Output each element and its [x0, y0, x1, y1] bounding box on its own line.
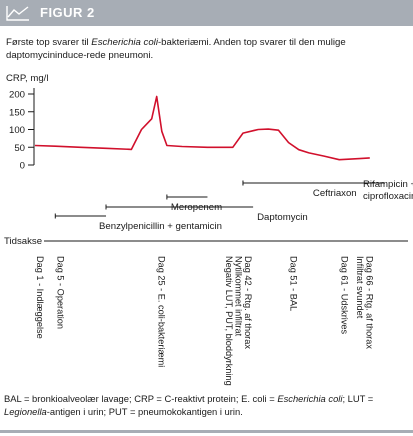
figure-footnote: BAL = bronkioalveolær lavage; CRP = C-re…	[4, 392, 408, 418]
treatment-label: Ceftriaxon	[313, 188, 357, 199]
caption-text-1: Første top svarer til	[6, 37, 92, 48]
event-label: Dag 42 - Rtg. af thorax	[243, 256, 253, 349]
caption-italic: Escherichia coli	[91, 37, 158, 48]
treatment-label: Daptomycin	[257, 212, 308, 223]
figure-caption: Første top svarer til Escherichia coli-b…	[6, 36, 406, 62]
footnote-text-1: BAL = bronkioalveolær lavage; CRP = C-re…	[4, 393, 278, 404]
chart-icon	[6, 6, 29, 21]
figure-header-bar: FIGUR 2	[0, 0, 413, 26]
crp-series-line	[34, 95, 370, 161]
event-label: Negativ LUT, PUT, bloddyrkning	[224, 256, 234, 386]
footnote-italic-2: Legionella	[4, 406, 47, 417]
y-axis-label: CRP, mg/l	[6, 73, 48, 84]
y-tick-label: 0	[20, 161, 25, 172]
treatment-label: ciprofloxacin	[363, 191, 413, 202]
y-tick-label: 150	[9, 107, 25, 118]
time-axis-label: Tidsakse	[4, 236, 42, 247]
treatment-label: Rifampicin +	[363, 179, 413, 190]
caption-text-2: -bakteriæmi. Anden top svarer til den mu…	[6, 37, 346, 61]
event-label: Dag 5 - Operation	[55, 256, 65, 329]
event-label: Dag 51 - BAL	[289, 256, 299, 311]
event-label: Dag 66 - Rtg. af thorax	[365, 256, 375, 349]
footnote-text-3: -antigen i urin; PUT = pneumokokantigen …	[46, 406, 243, 417]
y-tick-label: 100	[9, 125, 25, 136]
figure-bottom-rule	[0, 430, 413, 433]
treatment-label: Meropenem	[171, 202, 222, 213]
footnote-text-2: ; LUT =	[342, 393, 374, 404]
y-tick-label: 50	[14, 143, 25, 154]
figure-label: FIGUR 2	[40, 5, 95, 20]
event-label: Nytilkommet infiltrat	[233, 256, 243, 337]
event-label: Dag 25 - E. coli-bakteriæmi	[157, 256, 167, 367]
y-tick-label: 200	[9, 90, 25, 101]
treatment-label: Benzylpenicillin + gentamicin	[99, 221, 222, 232]
footnote-italic-1: Escherichia coli	[277, 393, 343, 404]
event-label: Infiltrat svundet	[355, 256, 365, 319]
event-label: Dag 61 - Udskrives	[339, 256, 349, 335]
event-label: Dag 1 - Indlæggelse	[35, 256, 45, 339]
